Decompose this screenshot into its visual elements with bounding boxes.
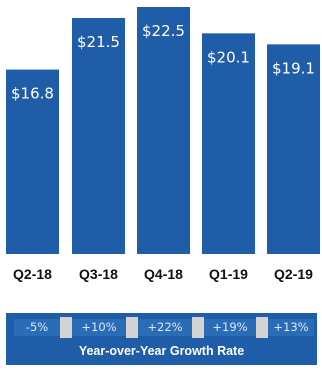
bar-q2-19 [267,44,320,254]
bar-q3-18 [72,17,125,254]
bar-q2-18 [6,69,59,254]
bar-value-label: $16.8 [11,85,54,103]
category-label: Q2-19 [274,266,313,282]
bar-q4-18 [137,7,190,254]
growth-separator [256,317,268,338]
growth-rate-title: Year-over-Year Growth Rate [78,344,245,358]
growth-cell-q3-18: +10% [72,319,126,336]
bar-value-label: $19.1 [272,59,315,77]
growth-cell-q1-19: +19% [204,319,256,336]
growth-separator [192,317,204,338]
growth-cell-q4-18: +22% [138,319,192,336]
bar-chart: $16.8 Q2-18 $21.5 Q3-18 $22.5 Q4-18 $20.1 Q1-19… [6,7,320,282]
growth-cell-q2-19: +13% [268,319,314,336]
category-label: Q4-18 [144,266,183,282]
bar-value-label: $22.5 [142,22,185,40]
category-label: Q3-18 [79,266,118,282]
growth-rate-panel: -5% +10% +22% +19% +13% Year-over-Year G… [6,313,317,365]
growth-separator [60,317,72,338]
growth-separator [126,317,138,338]
bar-value-label: $21.5 [77,33,120,51]
category-label: Q2-18 [13,266,52,282]
growth-cell-q2-18: -5% [14,319,60,336]
bar-value-label: $20.1 [207,48,250,66]
bar-q1-19 [202,33,255,255]
category-label: Q1-19 [209,266,248,282]
